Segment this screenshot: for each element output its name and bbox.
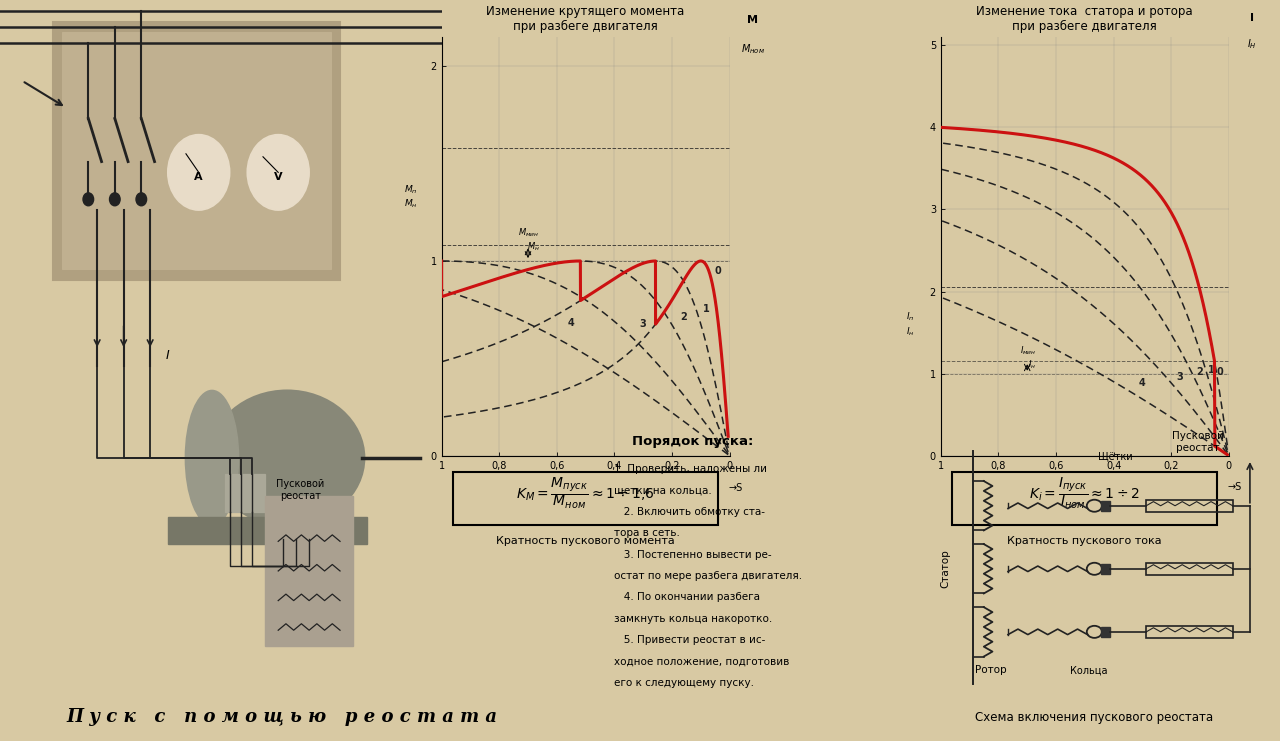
Text: $I_Н$: $I_Н$ — [1247, 37, 1257, 50]
Bar — [225, 474, 265, 512]
Text: 2: 2 — [680, 312, 687, 322]
Text: Порядок пуска:: Порядок пуска: — [632, 435, 754, 448]
Text: Кратность пускового момента: Кратность пускового момента — [497, 536, 675, 546]
Text: I: I — [1249, 13, 1254, 23]
Text: 1: 1 — [1208, 365, 1215, 375]
Title: Изменение тока  статора и ротора
при разбеге двигателя: Изменение тока статора и ротора при разб… — [977, 5, 1193, 33]
Bar — [1147, 626, 1233, 638]
Text: 3. Постепенно вывести ре-: 3. Постепенно вывести ре- — [613, 550, 772, 559]
Text: 4: 4 — [568, 318, 575, 328]
Text: 5. Привести реостат в ис-: 5. Привести реостат в ис- — [613, 635, 765, 645]
Text: 0: 0 — [1217, 367, 1224, 376]
Text: Схема включения пускового реостата: Схема включения пускового реостата — [975, 711, 1213, 724]
Text: щетки на кольца.: щетки на кольца. — [613, 485, 712, 496]
Text: $I_п$
$I_н$: $I_п$ $I_н$ — [906, 311, 915, 338]
Text: Пусковой
реостат: Пусковой реостат — [1172, 431, 1224, 453]
Bar — [1101, 627, 1110, 637]
Text: Ротор: Ротор — [975, 665, 1006, 675]
Text: $\mathit{K_M} = \dfrac{M_{пуск}}{M_{ном}} \approx 1 \div 1{,}6$: $\mathit{K_M} = \dfrac{M_{пуск}}{M_{ном}… — [516, 476, 655, 511]
Text: Статор: Статор — [941, 549, 951, 588]
Text: 2: 2 — [1197, 367, 1203, 376]
Text: V: V — [274, 172, 283, 182]
Text: →S: →S — [728, 483, 742, 493]
Bar — [52, 21, 340, 280]
Ellipse shape — [186, 391, 238, 525]
Bar — [1147, 499, 1233, 512]
Text: его к следующему пуску.: его к следующему пуску. — [613, 678, 754, 688]
Text: 0: 0 — [714, 266, 722, 276]
Bar — [1147, 562, 1233, 575]
Circle shape — [136, 193, 147, 206]
Circle shape — [168, 135, 229, 210]
Text: I: I — [166, 349, 170, 362]
Circle shape — [247, 135, 308, 210]
Bar — [1101, 564, 1110, 574]
Text: $M_п$
$M_н$: $M_п$ $M_н$ — [404, 183, 417, 210]
Ellipse shape — [210, 391, 365, 525]
Text: П у с к   с   п о м о щ ь ю   р е о с т а т а: П у с к с п о м о щ ь ю р е о с т а т а — [67, 708, 497, 726]
Text: Пусковой
реостат: Пусковой реостат — [276, 479, 324, 501]
Text: Щётки: Щётки — [1098, 451, 1133, 461]
Bar — [265, 496, 353, 646]
Text: Кольца: Кольца — [1070, 665, 1108, 675]
Text: Кратность пускового тока: Кратность пускового тока — [1007, 536, 1162, 546]
Text: остат по мере разбега двигателя.: остат по мере разбега двигателя. — [613, 571, 801, 581]
Text: 3: 3 — [1176, 371, 1183, 382]
Text: ходное положение, подготовив: ходное положение, подготовив — [613, 657, 788, 666]
Text: $\mathit{K_i} = \dfrac{I_{пуск}}{I_{ном}} \approx 1 \div 2$: $\mathit{K_i} = \dfrac{I_{пуск}}{I_{ном}… — [1029, 476, 1140, 511]
Text: замкнуть кольца накоротко.: замкнуть кольца накоротко. — [613, 614, 772, 624]
Text: 1: 1 — [703, 304, 710, 313]
Text: $M_{ном}$: $M_{ном}$ — [741, 43, 764, 56]
Text: 3: 3 — [640, 319, 646, 328]
Text: $M_{мин}$
$M_н$: $M_{мин}$ $M_н$ — [518, 227, 540, 253]
Bar — [1101, 501, 1110, 511]
Text: 2. Включить обмотку ста-: 2. Включить обмотку ста- — [613, 507, 764, 516]
Bar — [168, 517, 366, 544]
Text: 1. Проверить, наложены ли: 1. Проверить, наложены ли — [613, 464, 767, 474]
Title: Изменение крутящего момента
при разбеге двигателя: Изменение крутящего момента при разбеге … — [486, 5, 685, 33]
Bar — [61, 33, 332, 269]
Circle shape — [110, 193, 120, 206]
Text: $I_{мин}$
$I_н$: $I_{мин}$ $I_н$ — [1019, 345, 1036, 371]
Text: A: A — [195, 172, 204, 182]
Text: M: M — [748, 16, 758, 25]
Text: 4: 4 — [1139, 379, 1146, 388]
Text: тора в сеть.: тора в сеть. — [613, 528, 680, 538]
Text: 4. По окончании разбега: 4. По окончании разбега — [613, 592, 759, 602]
Circle shape — [83, 193, 93, 206]
Text: →S: →S — [1228, 482, 1242, 492]
